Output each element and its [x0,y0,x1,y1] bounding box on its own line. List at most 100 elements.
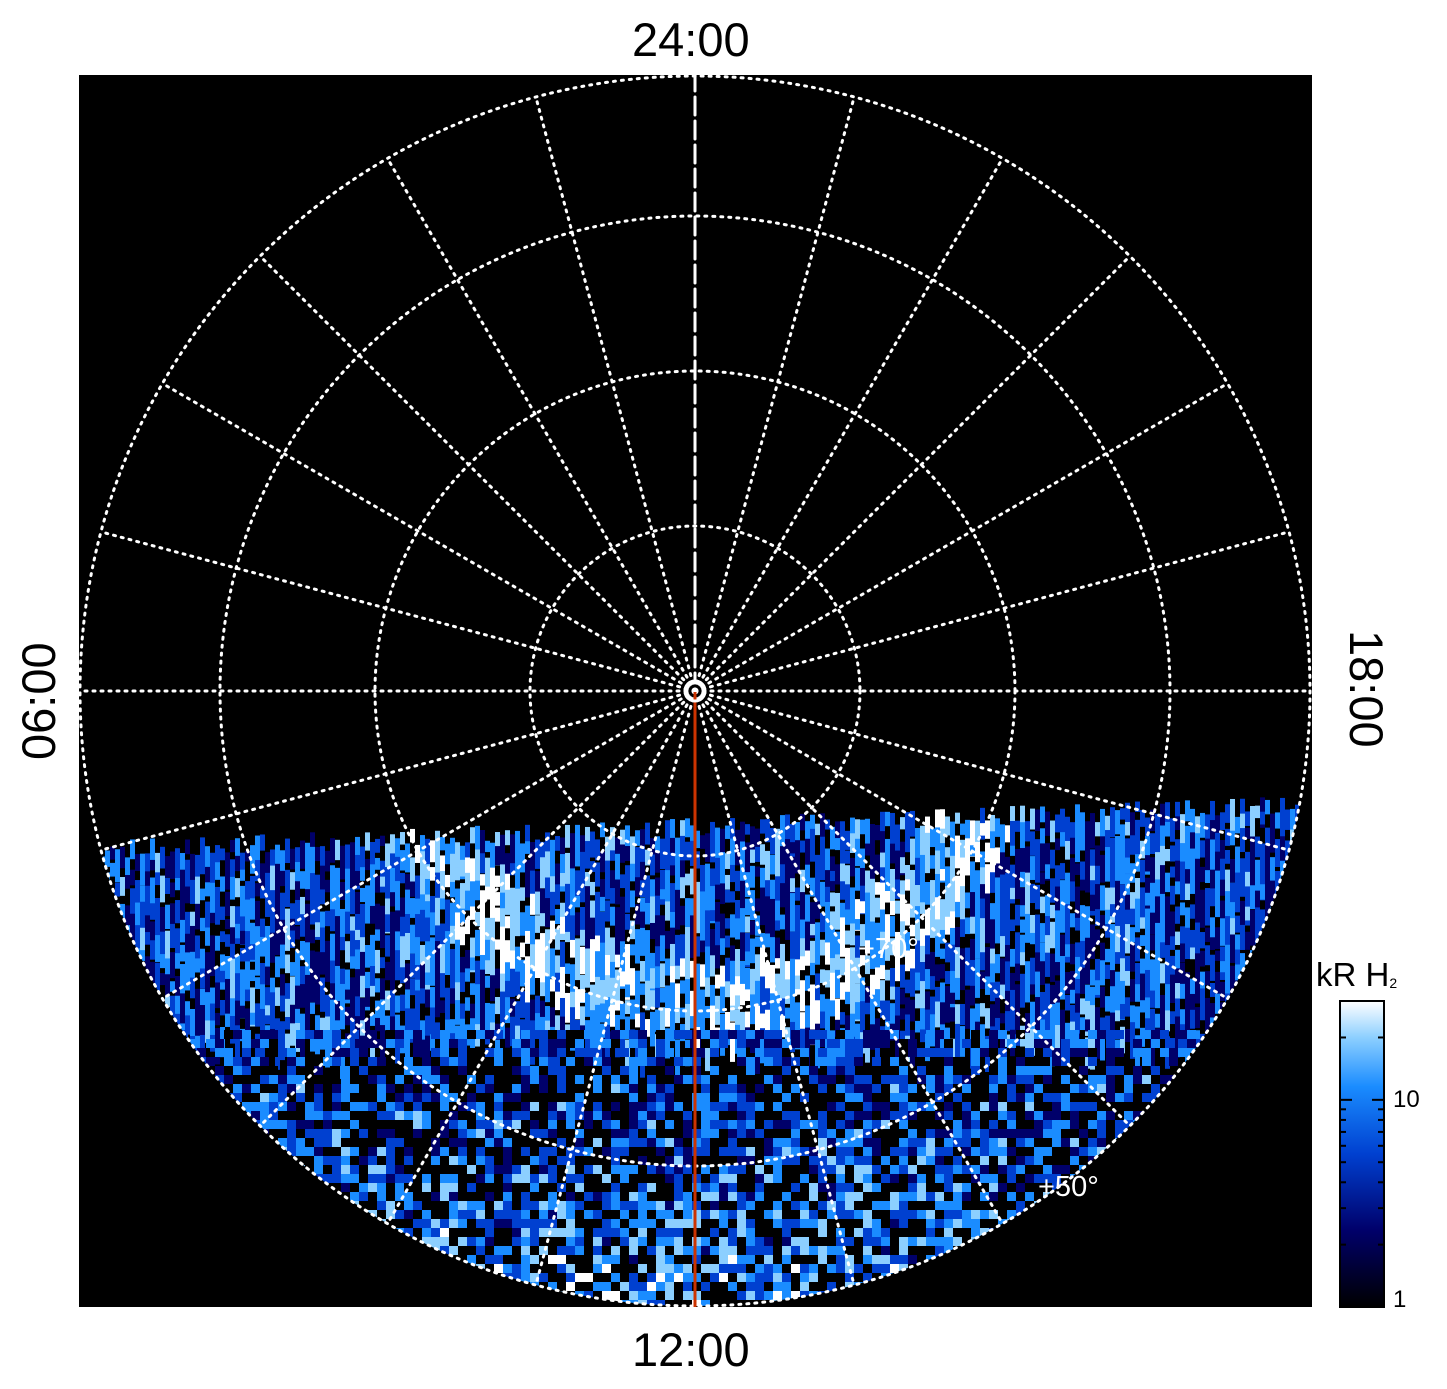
emission-streak [405,1008,410,1033]
emission-streak [1065,994,1070,1011]
emission-pixel [467,1048,476,1057]
emission-pixel [962,1138,971,1147]
emission-pixel [827,1129,836,1138]
emission-pixel [629,1039,638,1048]
emission-streak [950,927,955,952]
emission-pixel [683,1165,692,1174]
emission-streak [820,881,825,907]
emission-pixel [908,1165,917,1174]
emission-streak [635,847,640,886]
emission-pixel [809,1264,818,1273]
emission-streak [865,940,870,954]
emission-streak [1070,970,1075,1003]
emission-streak [110,846,115,860]
emission-pixel [422,1183,431,1192]
emission-streak [595,1004,600,1034]
emission-pixel [539,1273,548,1282]
emission-pixel [818,1030,827,1039]
emission-streak [775,1012,780,1043]
emission-streak [875,897,880,918]
emission-pixel [458,1237,467,1246]
emission-streak [785,1007,790,1019]
emission-streak [320,911,325,931]
emission-streak [785,961,790,989]
emission-pixel [629,1273,638,1282]
emission-pixel [899,1246,908,1255]
emission-streak [850,966,855,1000]
emission-streak [820,1011,825,1029]
emission-pixel [710,1192,719,1201]
emission-streak [730,984,735,1022]
emission-pixel [953,1165,962,1174]
emission-streak [670,1018,675,1042]
emission-pixel [827,1102,836,1111]
emission-streak [945,847,950,858]
emission-streak [775,876,780,912]
emission-streak [770,827,775,855]
emission-streak [830,826,835,850]
emission-streak [945,916,950,935]
emission-pixel [728,1174,737,1183]
emission-pixel [1016,1057,1025,1066]
emission-pixel [944,1174,953,1183]
emission-streak [630,999,635,1020]
emission-pixel [1061,1165,1070,1174]
emission-pixel [620,1138,629,1147]
emission-pixel [557,1075,566,1084]
emission-streak [420,1020,425,1057]
emission-streak [210,959,215,977]
emission-pixel [602,1282,611,1291]
emission-streak [205,992,210,1032]
emission-pixel [1016,1165,1025,1174]
emission-streak [135,925,140,956]
emission-pixel [989,1147,998,1156]
emission-pixel [566,1282,575,1291]
emission-pixel [332,1129,341,1138]
emission-streak [1225,969,1230,1006]
emission-pixel [728,1030,737,1039]
emission-streak [660,838,665,870]
emission-streak [870,823,875,862]
emission-pixel [863,1084,872,1093]
emission-pixel [854,1129,863,1138]
emission-streak [175,848,180,885]
emission-pixel [278,1120,287,1129]
emission-streak [1005,944,1010,964]
emission-pixel [1115,1030,1124,1039]
emission-streak [380,905,385,932]
emission-pixel [899,1039,908,1048]
emission-streak [340,882,345,900]
emission-pixel [440,1102,449,1111]
emission-streak [165,958,170,978]
emission-streak [645,875,650,906]
emission-streak [610,961,615,986]
emission-streak [435,830,440,858]
emission-pixel [440,1129,449,1138]
emission-streak [1065,971,1070,994]
emission-pixel [836,1264,845,1273]
emission-streak [270,865,275,892]
emission-streak [460,1003,465,1028]
emission-streak [855,867,860,891]
emission-streak [985,976,990,995]
emission-streak [740,1011,745,1043]
emission-streak [315,951,320,984]
emission-streak [1065,872,1070,911]
emission-streak [1060,956,1065,989]
emission-streak [165,904,170,930]
emission-pixel [251,1111,260,1120]
emission-streak [140,901,145,936]
emission-pixel [728,1255,737,1264]
emission-streak [735,995,740,1010]
emission-pixel [395,1075,404,1084]
emission-streak [470,858,475,896]
emission-pixel [791,1219,800,1228]
emission-streak [1090,924,1095,953]
emission-streak [850,947,855,984]
emission-streak [725,981,730,998]
emission-streak [775,828,780,863]
emission-pixel [773,1210,782,1219]
emission-streak [1025,913,1030,935]
emission-streak [870,974,875,1006]
emission-pixel [332,1030,341,1039]
